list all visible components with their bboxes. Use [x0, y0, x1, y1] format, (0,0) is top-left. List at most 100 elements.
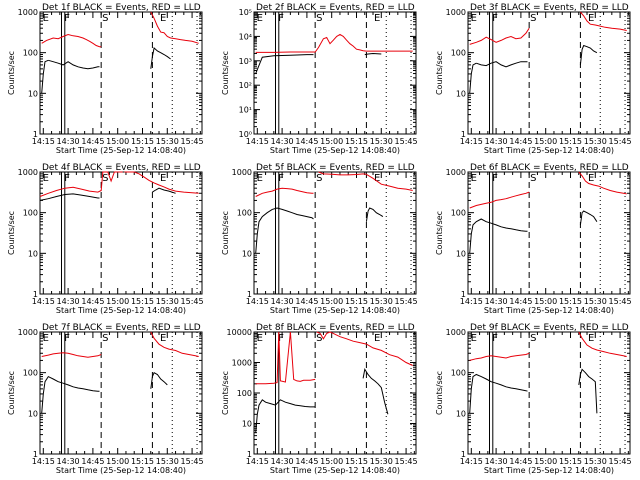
marker-label: S [102, 13, 108, 24]
x-tick-label: 15:15 [559, 457, 582, 466]
x-tick-label: 14:45 [81, 457, 104, 466]
events-series-line [255, 399, 316, 433]
y-tick-label: 10 [456, 89, 466, 98]
events-series-line [48, 59, 100, 70]
x-tick-label: 14:15 [246, 297, 269, 306]
plot-frame [467, 331, 631, 455]
x-tick-label: 15:15 [345, 297, 368, 306]
marker-label: F [64, 173, 70, 184]
x-tick-label: 15:00 [534, 137, 557, 146]
lld-series-line [41, 33, 102, 48]
x-tick-label: 15:30 [370, 137, 393, 146]
plot-frame [467, 171, 631, 295]
marker-label: F [492, 173, 498, 184]
marker-label: S [530, 173, 536, 184]
lld-series-line [578, 331, 627, 357]
x-tick-label: 15:30 [370, 457, 393, 466]
x-tick-label: 15:45 [181, 457, 204, 466]
x-tick-label: 14:15 [460, 137, 483, 146]
events-series-line [152, 187, 176, 194]
x-tick-label: 15:30 [156, 137, 179, 146]
plot-frame [253, 171, 417, 295]
x-tick-label: 14:45 [81, 297, 104, 306]
y-tick-label: 10 [242, 420, 252, 429]
y-tick-label: 1 [461, 130, 466, 139]
marker-label: E [588, 173, 594, 184]
y-tick-label: 10 [28, 89, 38, 98]
panel-det-1: Det 1f BLACK = Events, RED = LLD 1 10 100 10… [7, 3, 204, 155]
x-tick-label: 15:15 [559, 297, 582, 306]
x-tick-label: 14:45 [295, 297, 318, 306]
marker-label: F [492, 13, 498, 24]
y-tick-label: 1 [247, 290, 252, 299]
events-series-line [41, 375, 100, 414]
marker-label: E [43, 333, 49, 344]
plot-frame [467, 11, 631, 135]
marker-label: E [257, 173, 263, 184]
x-tick-label: 14:30 [485, 457, 508, 466]
x-tick-label: 15:00 [320, 297, 343, 306]
panel-det-7: Det 7f BLACK = Events, RED = LLD 1 10 100 10… [7, 323, 204, 475]
y-tick-label: 10¹ [239, 106, 252, 115]
x-tick-label: 14:15 [246, 137, 269, 146]
x-tick-label: 15:45 [395, 297, 418, 306]
x-tick-label: 15:15 [131, 457, 154, 466]
marker-label: F [64, 333, 70, 344]
events-series-line [476, 61, 528, 68]
x-tick-label: 14:30 [271, 137, 294, 146]
lld-series-line [124, 171, 199, 194]
marker-label: E [471, 13, 477, 24]
marker-label: S [102, 333, 108, 344]
x-tick-label: 14:45 [509, 297, 532, 306]
events-series-line [150, 371, 168, 389]
events-series-line [364, 52, 382, 56]
y-tick-label: 100 [237, 209, 252, 218]
events-series-line [365, 207, 384, 222]
marker-label: S [102, 173, 108, 184]
marker-label: F [278, 173, 284, 184]
y-axis-label: Counts/sec [435, 371, 444, 415]
panel-det-8: Det 8f BLACK = Events, RED = LLD 1 10 100 10… [221, 323, 418, 475]
events-series-line [579, 44, 598, 65]
x-axis-label: Start Time (25-Sep-12 14:08:40) [270, 466, 400, 475]
x-tick-label: 15:15 [131, 137, 154, 146]
x-axis-label: Start Time (25-Sep-12 14:08:40) [56, 466, 186, 475]
y-tick-label: 10000 [227, 328, 252, 337]
marker-label: S [316, 13, 322, 24]
y-axis-label: Counts/sec [221, 371, 230, 415]
x-tick-label: 15:45 [395, 137, 418, 146]
plot-frame [39, 331, 203, 455]
y-axis-label: Counts/sec [7, 51, 16, 95]
y-tick-label: 100 [451, 369, 466, 378]
panel-title: Det 2f BLACK = Events, RED = LLD [256, 3, 415, 13]
events-series-line [469, 373, 528, 414]
x-tick-label: 14:30 [57, 457, 80, 466]
marker-label: E [374, 13, 380, 24]
lld-series-line [469, 352, 530, 361]
x-axis-label: Start Time (25-Sep-12 14:08:40) [484, 466, 614, 475]
panel-title: Det 5f BLACK = Events, RED = LLD [256, 163, 415, 173]
x-axis-label: Start Time (25-Sep-12 14:08:40) [56, 146, 186, 155]
marker-label: E [257, 333, 263, 344]
plot-frame [39, 11, 203, 135]
x-axis-label: Start Time (25-Sep-12 14:08:40) [270, 306, 400, 315]
x-tick-label: 14:30 [485, 297, 508, 306]
marker-label: E [160, 173, 166, 184]
y-axis-label: Counts/sec [221, 211, 230, 255]
y-tick-label: 100 [237, 389, 252, 398]
y-tick-label: 10⁴ [239, 32, 252, 41]
y-tick-label: 10² [239, 81, 252, 90]
x-tick-label: 15:00 [320, 457, 343, 466]
marker-label: F [492, 333, 498, 344]
y-tick-label: 1 [247, 450, 252, 459]
x-axis-label: Start Time (25-Sep-12 14:08:40) [56, 306, 186, 315]
events-series-line [255, 54, 314, 74]
events-series-line [469, 62, 477, 94]
panel-title: Det 1f BLACK = Events, RED = LLD [42, 3, 201, 13]
x-tick-label: 14:15 [460, 297, 483, 306]
x-tick-label: 15:00 [320, 137, 343, 146]
panel-title: Det 6f BLACK = Events, RED = LLD [470, 163, 629, 173]
panel-det-2: Det 2f BLACK = Events, RED = LLD 10⁰ 10¹ 10… [221, 3, 418, 155]
x-tick-label: 15:30 [156, 297, 179, 306]
